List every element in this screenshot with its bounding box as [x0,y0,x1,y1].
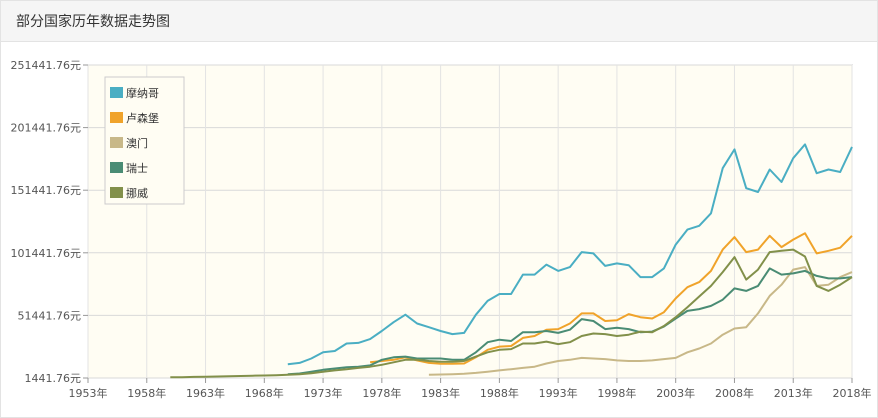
legend-swatch [110,187,123,198]
x-tick-label: 1988年 [480,386,519,400]
x-axis: 1953年 1958年 1963年 1968年 1973年 1978年 1983年 1988年… [69,378,872,400]
x-tick-label: 1953年 [69,386,108,400]
y-tick-label: 151441.76元 [11,184,82,197]
series-line-2[interactable] [428,266,853,376]
x-tick-label: 1958年 [127,386,166,400]
series-lines [170,143,853,379]
x-tick-label: 2003年 [656,386,695,400]
x-tick-label: 1983年 [421,386,460,400]
legend-swatch [110,112,123,123]
legend-swatch [110,87,123,98]
x-tick-label: 1963年 [186,386,225,400]
legend-label[interactable]: 瑞士 [126,161,148,175]
series-line-4[interactable] [170,248,853,379]
y-tick-label: 101441.76元 [11,247,82,260]
x-tick-label: 1993年 [539,386,578,400]
x-tick-label: 1968年 [245,386,284,400]
legend-label[interactable]: 澳门 [126,136,148,150]
legend-swatch [110,137,123,148]
plot-area [87,64,853,379]
y-tick-label: 251441.76元 [11,59,82,72]
legend-label[interactable]: 摩纳哥 [126,86,159,100]
gridlines [87,64,853,379]
legend-swatch [110,162,123,173]
legend-label[interactable]: 挪威 [126,186,148,200]
panel-header: 部分国家历年数据走势图 [1,1,877,42]
x-tick-label: 2008年 [715,386,754,400]
x-tick-label: 1973年 [304,386,343,400]
y-tick-label: 201441.76元 [11,122,82,135]
x-tick-label: 2018年 [833,386,872,400]
y-axis: 1441.76元 51441.76元 101441.76元 151441.76元 201… [11,59,88,385]
x-tick-label: 1978年 [362,386,401,400]
x-tick-label: 1998年 [597,386,636,400]
series-line-0[interactable] [287,143,853,366]
panel-title: 部分国家历年数据走势图 [16,14,170,30]
y-tick-label: 1441.76元 [25,372,82,385]
series-line-3[interactable] [287,267,853,376]
x-tick-label: 2013年 [774,386,813,400]
series-line-1[interactable] [369,232,853,365]
y-tick-label: 51441.76元 [18,309,82,322]
legend-label[interactable]: 卢森堡 [126,111,159,125]
